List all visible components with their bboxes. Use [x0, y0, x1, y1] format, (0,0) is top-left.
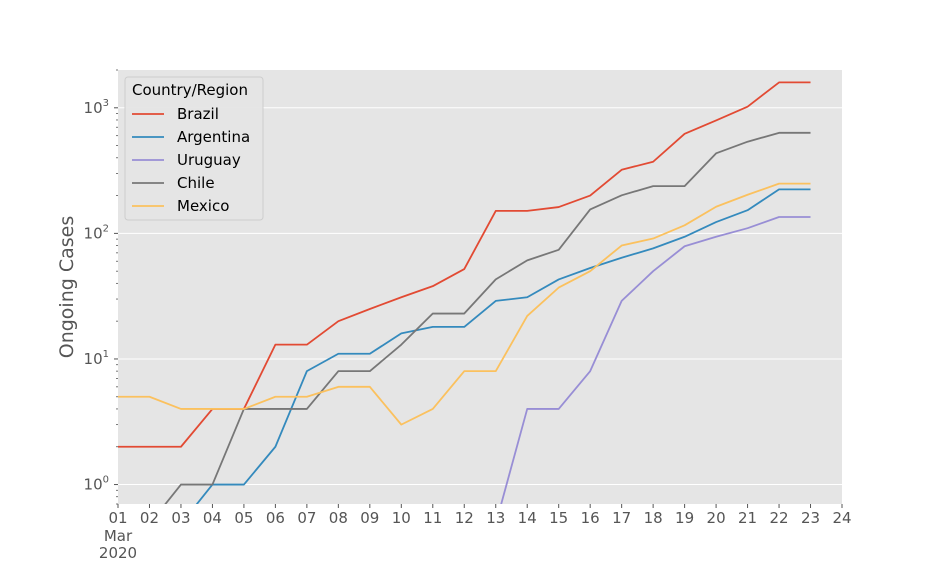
legend: Country/Region Brazil Argentina Uruguay Chil…	[124, 76, 264, 221]
legend-item-mexico: Mexico	[177, 197, 229, 215]
x-tick-label: 19	[675, 509, 694, 527]
x-tick-label: 14	[518, 509, 537, 527]
x-tick-label: 20	[707, 509, 726, 527]
x-tick-label: 11	[423, 509, 442, 527]
x-tick-label: 06	[266, 509, 285, 527]
legend-item-argentina: Argentina	[177, 128, 250, 146]
series-line-chile	[164, 131, 811, 504]
series-line-mexico	[118, 182, 811, 426]
x-tick-label: 18	[644, 509, 663, 527]
x-tick-label: 21	[738, 509, 757, 527]
x-tick-label: 23	[801, 509, 820, 527]
y-tick-label: 103	[84, 98, 109, 117]
x-tick-label: 07	[297, 509, 316, 527]
y-tick-label: 102	[84, 223, 109, 242]
x-tick-label: 12	[455, 509, 474, 527]
legend-box	[124, 76, 264, 221]
x-tick-label: 22	[769, 509, 788, 527]
x-tick-label: 05	[234, 509, 253, 527]
x-tick-label: 04	[203, 509, 222, 527]
axis-ticks: 100 101 102 103 01 02 03 04 05 06 07 08 09 10 11 12 13 14…	[84, 69, 852, 562]
x-year-label: 2020	[99, 544, 137, 562]
series-line-argentina	[195, 188, 811, 504]
x-tick-label: 08	[329, 509, 348, 527]
y-axis-title: Ongoing Cases	[56, 216, 78, 359]
x-tick-label: 01	[108, 509, 127, 527]
x-tick-label: 16	[581, 509, 600, 527]
legend-item-brazil: Brazil	[177, 105, 219, 123]
x-tick-label: 15	[549, 509, 568, 527]
legend-item-chile: Chile	[177, 174, 215, 192]
x-tick-label: 10	[392, 509, 411, 527]
y-tick-label: 101	[84, 349, 109, 368]
y-tick-label: 100	[84, 475, 109, 494]
series-lines	[118, 81, 811, 504]
legend-title: Country/Region	[132, 81, 248, 99]
series-line-uruguay	[500, 216, 811, 504]
x-tick-label: 02	[140, 509, 159, 527]
x-month-label: Mar	[104, 527, 133, 545]
x-tick-label: 03	[171, 509, 190, 527]
x-tick-label: 17	[612, 509, 631, 527]
x-tick-label: 24	[832, 509, 851, 527]
x-tick-label: 13	[486, 509, 505, 527]
legend-item-uruguay: Uruguay	[177, 151, 241, 169]
x-tick-label: 09	[360, 509, 379, 527]
